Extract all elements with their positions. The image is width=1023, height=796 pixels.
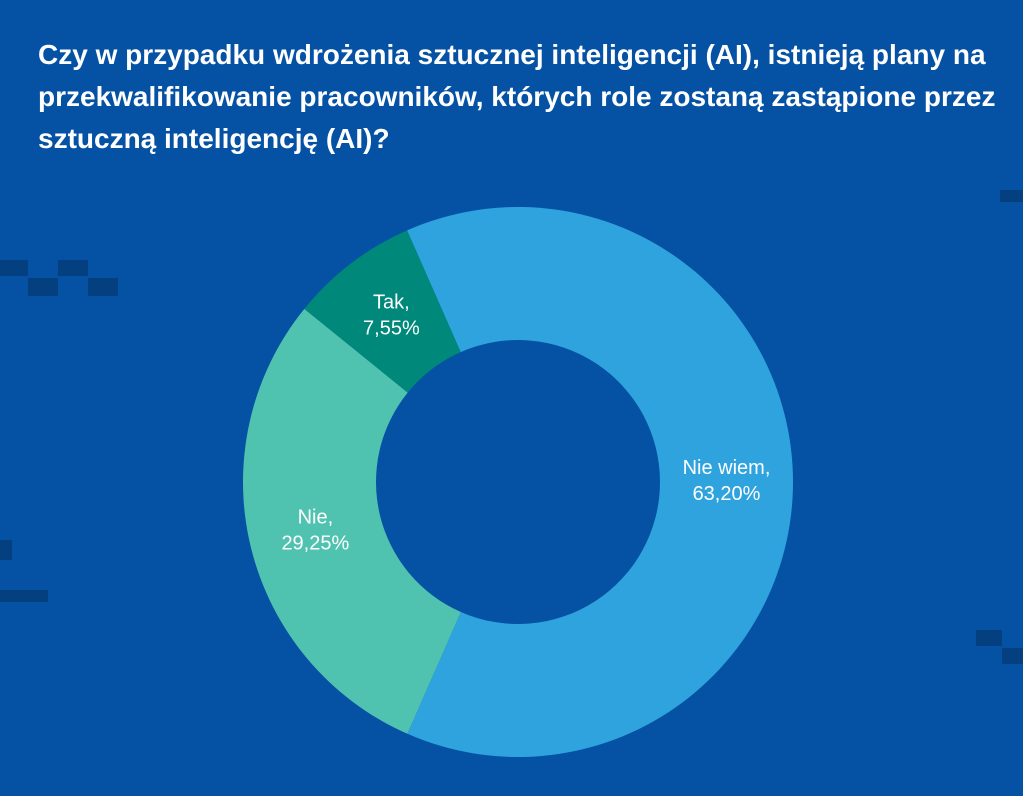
slice — [304, 230, 461, 393]
slice-category: Nie wiem, — [683, 457, 771, 479]
chart-title: Czy w przypadku wdrożenia sztucznej inte… — [38, 39, 996, 154]
slice — [242, 308, 461, 734]
decoration — [0, 190, 1023, 664]
slice-value-label: 63,20% — [693, 483, 761, 505]
slice — [407, 207, 793, 758]
slice-value-label: 29,25% — [281, 532, 349, 554]
slice-category: Nie, — [298, 506, 334, 528]
slice-value-label: 7,55% — [363, 318, 420, 340]
slice-category: Tak, — [373, 292, 410, 314]
